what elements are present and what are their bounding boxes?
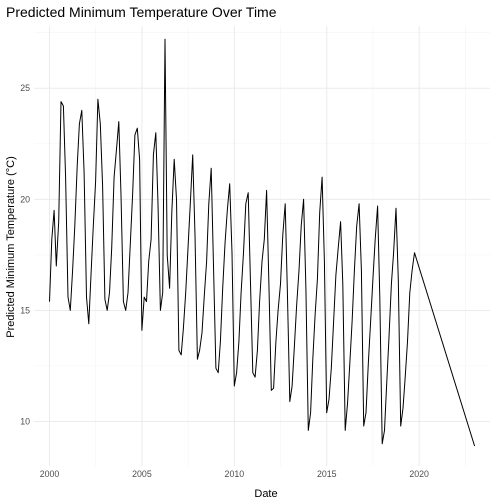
y-tick-label: 15 (20, 305, 30, 315)
series-line (49, 38, 476, 447)
x-tick-label: 2010 (225, 469, 245, 479)
x-axis-title: Date (254, 488, 277, 500)
chart-title: Predicted Minimum Temperature Over Time (6, 4, 277, 20)
y-axis-tick-labels: 10 15 20 25 (20, 83, 30, 426)
x-tick-label: 2015 (317, 469, 337, 479)
grid-lines (34, 26, 490, 466)
y-axis-title: Predicted Minimum Temperature (°C) (5, 156, 17, 337)
y-tick-label: 10 (20, 417, 30, 427)
x-tick-label: 2020 (409, 469, 429, 479)
x-tick-label: 2005 (132, 469, 152, 479)
y-tick-label: 20 (20, 194, 30, 204)
y-tick-label: 25 (20, 83, 30, 93)
series-layer (49, 38, 476, 447)
x-axis-tick-labels: 2000 2005 2010 2015 2020 (40, 469, 429, 479)
x-tick-label: 2000 (40, 469, 60, 479)
